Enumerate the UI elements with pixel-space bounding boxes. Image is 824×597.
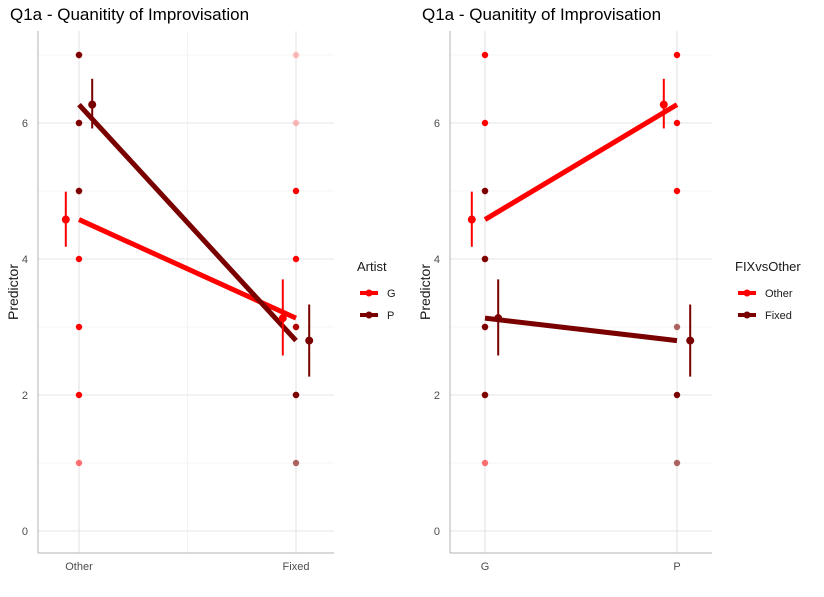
fit-line-other xyxy=(483,102,679,222)
x-tick-label: Fixed xyxy=(283,561,310,573)
mean-point xyxy=(61,215,70,224)
legend-label: G xyxy=(387,288,396,300)
x-tick-label: G xyxy=(481,561,490,573)
raw-data-point xyxy=(481,391,489,399)
mean-point xyxy=(686,336,695,345)
legend-label: Fixed xyxy=(765,310,792,322)
raw-data-point xyxy=(75,323,83,331)
raw-data-point xyxy=(75,391,83,399)
y-tick-label: 2 xyxy=(434,390,440,402)
y-tick-label: 0 xyxy=(22,526,28,538)
legend: Artist GP xyxy=(357,259,396,322)
raw-data-point xyxy=(481,323,489,331)
raw-data-point xyxy=(292,391,300,399)
chart-artist-panel: 0 2 4 6 Other Fixed Q1a - Quanitity of Improvi… xyxy=(5,5,396,573)
y-tick-label: 4 xyxy=(434,254,440,266)
legend-label: Other xyxy=(765,288,793,300)
raw-data-point xyxy=(75,459,83,467)
raw-data-point xyxy=(673,391,681,399)
chart-fixvsother-panel: 0 2 4 6 G P Q1a - Quanitity of Improvisation Pr… xyxy=(417,5,801,573)
y-tick-label: 0 xyxy=(434,526,440,538)
legend-key-point xyxy=(743,289,751,297)
x-tick-label: P xyxy=(673,561,680,573)
raw-data-point xyxy=(673,323,681,331)
fit-line-p xyxy=(77,102,298,343)
x-tick-label: Other xyxy=(65,561,93,573)
y-tick-label: 2 xyxy=(22,390,28,402)
raw-data-point xyxy=(75,255,83,263)
chart-title: Q1a - Quanitity of Improvisation xyxy=(422,5,661,24)
raw-data-point xyxy=(673,119,681,127)
raw-data-point xyxy=(75,119,83,127)
raw-data-point xyxy=(481,255,489,263)
mean-point xyxy=(467,215,476,224)
y-axis-label: Predictor xyxy=(417,264,433,320)
mean-point xyxy=(278,314,287,323)
raw-data-point xyxy=(673,51,681,59)
mean-point xyxy=(88,100,97,109)
raw-data-point xyxy=(292,51,300,59)
raw-data-point xyxy=(292,323,300,331)
mean-point xyxy=(305,336,314,345)
legend-key-point xyxy=(743,311,751,319)
y-axis-label: Predictor xyxy=(5,264,21,320)
legend-key-point xyxy=(365,289,373,297)
fit-line-fixed xyxy=(484,315,678,344)
raw-data-point xyxy=(481,459,489,467)
raw-data-point xyxy=(673,187,681,195)
legend: FIXvsOther Other Fixed xyxy=(735,259,801,322)
y-tick-label: 4 xyxy=(22,254,28,266)
chart-title: Q1a - Quanitity of Improvisation xyxy=(10,5,249,24)
raw-data-point xyxy=(481,51,489,59)
raw-data-point xyxy=(673,459,681,467)
y-tick-label: 6 xyxy=(434,118,440,130)
legend-key-point xyxy=(365,311,373,319)
legend-title: Artist xyxy=(357,259,387,274)
raw-data-point xyxy=(481,119,489,127)
raw-data-point xyxy=(481,187,489,195)
raw-data-point xyxy=(292,119,300,127)
raw-data-point xyxy=(292,459,300,467)
legend-label: P xyxy=(387,310,394,322)
mean-point xyxy=(659,100,668,109)
legend-title: FIXvsOther xyxy=(735,259,801,274)
raw-data-point xyxy=(292,187,300,195)
raw-data-point xyxy=(75,51,83,59)
raw-data-point xyxy=(292,255,300,263)
mean-point xyxy=(494,314,503,323)
raw-data-point xyxy=(75,187,83,195)
y-tick-label: 6 xyxy=(22,118,28,130)
